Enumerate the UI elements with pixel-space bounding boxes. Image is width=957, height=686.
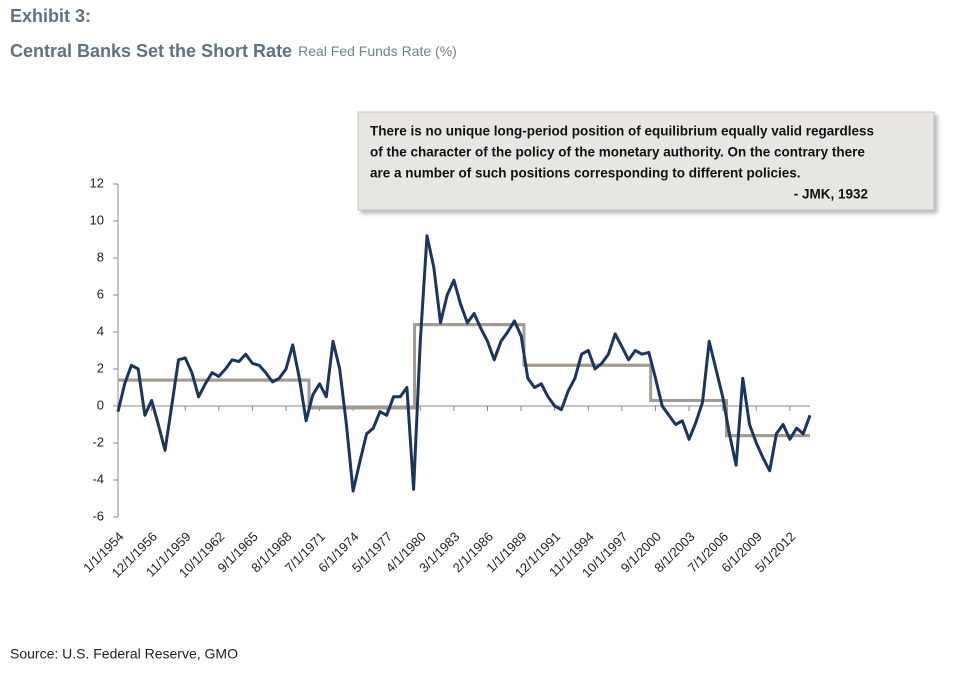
rate-line	[116, 234, 812, 493]
y-tick-label: 6	[97, 286, 104, 301]
y-tick-label: -2	[92, 434, 104, 449]
exhibit-label: Exhibit 3:	[10, 6, 91, 26]
y-tick-label: 4	[97, 323, 104, 338]
quote-attribution: - JMK, 1932	[794, 187, 868, 202]
y-tick-label: 10	[90, 212, 104, 227]
quote-line: of the character of the policy of the mo…	[370, 145, 865, 160]
title-line: Central Banks Set the Short Rate Real Fed…	[10, 41, 457, 61]
chart-subtitle: Real Fed Funds Rate (%)	[298, 43, 457, 59]
y-tick-label: 8	[97, 249, 104, 264]
plot-area: -6-4-20246810121/1/195412/1/195611/1/195…	[80, 175, 812, 580]
chart-title: Central Banks Set the Short Rate	[10, 41, 292, 61]
quote-line: are a number of such positions correspon…	[370, 166, 801, 181]
y-tick-label: -4	[92, 471, 104, 486]
y-tick-label: 0	[97, 397, 104, 412]
quote-line: There is no unique long-period position …	[370, 124, 874, 139]
quote-box	[357, 111, 935, 211]
y-tick-label: 12	[90, 175, 104, 190]
y-tick-label: -6	[92, 508, 104, 523]
source: Source: U.S. Federal Reserve, GMO	[10, 646, 238, 662]
y-tick-label: 2	[97, 360, 104, 375]
